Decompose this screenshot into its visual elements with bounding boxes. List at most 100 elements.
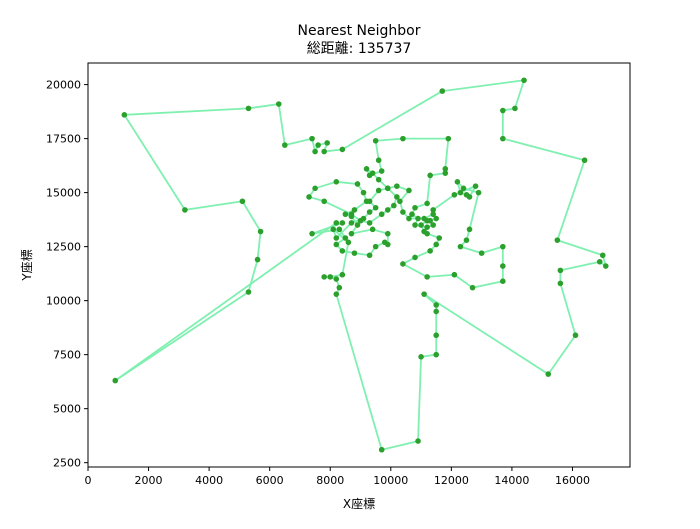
x-tick-label: 10000 <box>373 474 408 487</box>
route-segment <box>123 114 186 211</box>
city-point <box>282 142 288 148</box>
city-point <box>375 187 382 194</box>
axes-frame <box>87 62 631 468</box>
city-point <box>599 252 606 259</box>
city-point <box>442 170 449 176</box>
route-segment <box>559 283 577 336</box>
route-segment <box>453 273 474 289</box>
city-point <box>366 209 373 215</box>
city-point <box>339 248 346 254</box>
city-point <box>360 215 367 222</box>
city-point <box>391 202 397 209</box>
y-tick-label: 10000 <box>46 295 81 308</box>
city-point <box>442 166 449 172</box>
city-point <box>366 172 373 179</box>
city-point <box>397 198 403 205</box>
city-point <box>463 237 470 243</box>
city-point <box>466 226 473 233</box>
city-point <box>412 254 418 261</box>
city-point <box>394 183 400 189</box>
city-point <box>439 88 446 94</box>
city-point <box>372 137 379 144</box>
city-point <box>336 226 343 233</box>
route-segment <box>351 228 373 235</box>
city-point <box>333 291 340 297</box>
city-point <box>339 271 346 278</box>
city-point <box>415 438 421 444</box>
city-point <box>369 226 376 233</box>
y-tick-label: 17500 <box>46 133 81 146</box>
y-tick-label: 15000 <box>46 187 81 200</box>
city-point <box>454 179 461 185</box>
city-point <box>557 267 564 274</box>
city-point <box>378 168 385 174</box>
city-point <box>375 176 382 183</box>
city-point <box>372 243 379 250</box>
city-point <box>351 250 358 256</box>
city-point <box>572 332 579 339</box>
city-point <box>602 263 609 269</box>
city-point <box>363 166 370 172</box>
city-point <box>433 215 440 222</box>
city-point <box>412 222 418 228</box>
route-segment <box>481 245 504 254</box>
city-point <box>312 148 318 155</box>
x-tick-label: 0 <box>85 474 92 487</box>
route-segment <box>514 80 525 109</box>
route-segment <box>560 260 600 272</box>
city-point <box>321 148 327 155</box>
x-tick-label: 2000 <box>135 474 163 487</box>
route-segment <box>417 356 422 442</box>
city-point <box>312 185 318 192</box>
city-point <box>500 107 506 114</box>
city-point <box>309 135 315 142</box>
x-tick-label: 4000 <box>195 474 223 487</box>
city-point <box>512 105 518 112</box>
route-segment <box>341 90 443 151</box>
city-point <box>451 191 458 198</box>
city-point <box>409 211 415 218</box>
x-tick-label: 16000 <box>555 474 590 487</box>
city-point <box>427 172 433 179</box>
route-segment <box>374 140 380 161</box>
city-point <box>182 207 188 213</box>
city-point <box>121 112 128 118</box>
route-segment <box>324 148 343 153</box>
city-point <box>366 198 373 205</box>
route-segment <box>547 334 577 375</box>
route-segment <box>442 79 525 92</box>
route-segment <box>114 222 337 382</box>
city-point <box>342 235 349 241</box>
city-point <box>581 157 588 164</box>
route-segment <box>336 180 358 185</box>
x-axis-label: X座標 <box>343 496 375 511</box>
city-point <box>451 271 458 278</box>
city-point <box>348 211 355 218</box>
route-segment <box>423 293 549 375</box>
city-point <box>306 194 312 200</box>
city-point <box>384 241 391 248</box>
city-point <box>384 230 391 237</box>
city-point <box>424 274 430 280</box>
x-tick-label: 6000 <box>256 474 284 487</box>
city-point <box>418 222 424 228</box>
city-point <box>500 278 506 285</box>
city-point <box>500 263 506 269</box>
city-point <box>460 185 467 192</box>
route-segment <box>248 103 279 110</box>
route-segment <box>402 263 428 278</box>
route-segment <box>427 273 455 278</box>
route-segment <box>468 192 480 230</box>
city-point <box>557 280 564 287</box>
city-point <box>469 284 476 291</box>
city-point <box>445 135 452 142</box>
city-point <box>336 284 343 291</box>
city-point <box>475 189 482 196</box>
city-point <box>112 377 119 384</box>
city-point <box>424 224 430 230</box>
city-point <box>351 207 358 213</box>
city-point <box>378 446 385 453</box>
